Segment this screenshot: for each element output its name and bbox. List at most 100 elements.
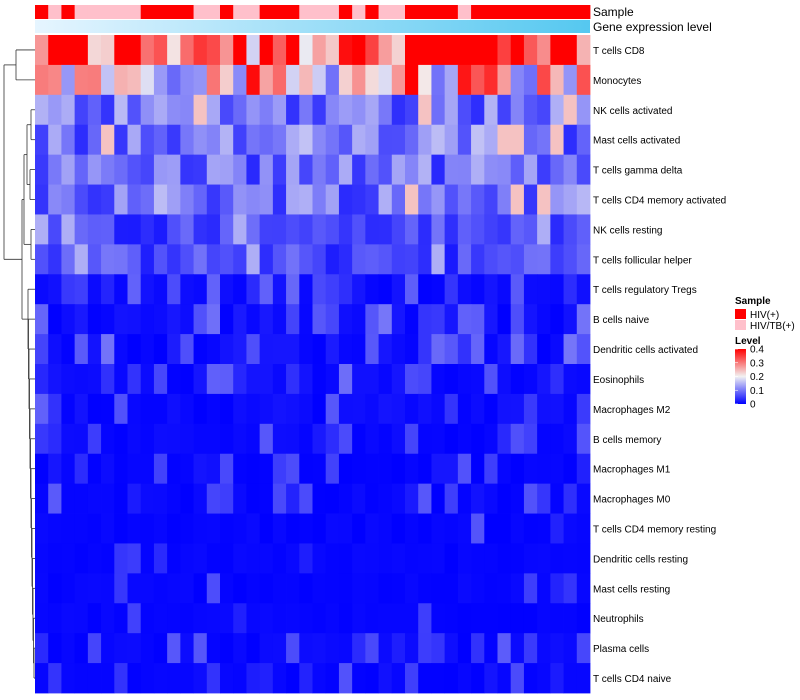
heatmap-cell	[537, 663, 551, 694]
heatmap-cell	[35, 633, 49, 664]
heatmap-cell	[114, 513, 128, 544]
row-label: Plasma cells	[593, 644, 649, 655]
heatmap-cell	[127, 214, 142, 245]
heatmap-cell	[325, 573, 340, 604]
heatmap-cell	[576, 393, 591, 425]
heatmap-cell	[576, 304, 591, 335]
heatmap-cell	[365, 364, 379, 395]
heatmap-cell	[550, 393, 564, 425]
heatmap-cell	[180, 543, 194, 574]
heatmap-cell	[325, 633, 340, 664]
heatmap-cell	[576, 244, 591, 275]
heatmap-cell	[338, 35, 353, 66]
heatmap-cell	[206, 603, 221, 634]
heatmap-cell	[431, 633, 446, 664]
heatmap-cell	[352, 453, 366, 485]
heatmap-cell	[61, 663, 76, 694]
heatmap-cell	[61, 35, 76, 66]
heatmap-cell	[220, 423, 234, 455]
heatmap-cell	[233, 274, 247, 305]
sample-cell	[259, 5, 274, 19]
heatmap-cell	[312, 603, 327, 634]
row-label: Mast cells resting	[593, 584, 670, 595]
heatmap-cell	[563, 573, 578, 604]
heatmap-cell	[259, 64, 274, 96]
row-label: Neutrophils	[593, 614, 644, 625]
heatmap-cell	[325, 483, 340, 514]
heatmap-cell	[48, 603, 62, 634]
heatmap-cell	[338, 483, 353, 514]
sample-cell	[352, 5, 366, 19]
heatmap-cell	[576, 94, 591, 126]
heatmap-cell	[523, 513, 538, 544]
heatmap-cell	[576, 334, 591, 365]
heatmap-cell	[338, 543, 353, 574]
heatmap-cell	[457, 304, 472, 335]
heatmap-cell	[87, 603, 102, 634]
heatmap-cell	[510, 663, 525, 694]
heatmap-cell	[510, 453, 525, 485]
heatmap-cell	[471, 393, 485, 425]
heatmap-cell	[153, 214, 168, 245]
heatmap-cell	[405, 124, 419, 156]
heatmap-cell	[418, 35, 432, 66]
heatmap-cell	[352, 573, 366, 604]
heatmap-cell	[286, 573, 300, 604]
heatmap-cell	[537, 393, 551, 425]
heatmap-cell	[457, 244, 472, 275]
heatmap-cell	[537, 334, 551, 365]
heatmap-cell	[523, 214, 538, 245]
heatmap-cell	[378, 483, 393, 514]
heatmap-cell	[484, 274, 498, 305]
heatmap-cell	[352, 94, 366, 126]
heatmap-cell	[510, 274, 525, 305]
heatmap-cell	[101, 603, 115, 634]
heatmap-cell	[510, 64, 525, 96]
heatmap-cell	[286, 423, 300, 455]
heatmap-cell	[61, 184, 76, 215]
heatmap-cell	[180, 214, 194, 245]
heatmap-cell	[471, 364, 485, 395]
heatmap-cell	[418, 304, 432, 335]
heatmap-cell	[167, 94, 181, 126]
heatmap-cell	[418, 94, 432, 126]
heatmap-cell	[378, 513, 393, 544]
heatmap-cell	[484, 304, 498, 335]
heatmap-cell	[444, 663, 459, 694]
heatmap-cell	[48, 663, 62, 694]
heatmap-cell	[457, 154, 472, 185]
heatmap-cell	[299, 573, 313, 604]
heatmap-cell	[484, 573, 498, 604]
heatmap-cell	[48, 154, 62, 185]
heatmap-cell	[140, 64, 155, 96]
heatmap-cell	[391, 154, 406, 185]
legend-label-hiv: HIV(+)	[750, 310, 779, 321]
heatmap-cell	[193, 423, 208, 455]
heatmap-cell	[206, 94, 221, 126]
heatmap-cell	[550, 124, 564, 156]
heatmap-cell	[312, 543, 327, 574]
heatmap-cell	[497, 94, 512, 126]
heatmap-cell	[48, 423, 62, 455]
heatmap-cell	[457, 393, 472, 425]
heatmap-cell	[35, 124, 49, 156]
heatmap-cell	[457, 124, 472, 156]
heatmap-cell	[259, 393, 274, 425]
heatmap-cell	[391, 364, 406, 395]
level-ticks: 0.4 0.3 0.2 0.1 0	[735, 345, 764, 411]
heatmap-cell	[153, 334, 168, 365]
heatmap-cell	[299, 423, 313, 455]
heatmap-cell	[576, 543, 591, 574]
heatmap-cell	[74, 633, 89, 664]
heatmap-cell	[550, 214, 564, 245]
heatmap-cell	[35, 334, 49, 365]
heatmap-cell	[140, 334, 155, 365]
heatmap-cell	[206, 274, 221, 305]
gene-expression-track-label: Gene expression level	[593, 20, 712, 34]
heatmap-cell	[167, 453, 181, 485]
heatmap-cell	[140, 393, 155, 425]
heatmap-cell	[259, 483, 274, 514]
heatmap-cell	[272, 663, 287, 694]
sample-cell	[101, 5, 115, 19]
heatmap-cell	[299, 483, 313, 514]
